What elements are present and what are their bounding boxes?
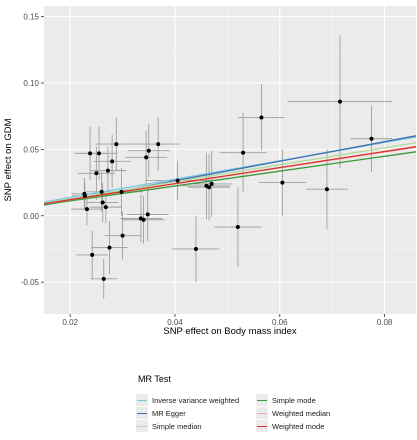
fit-line	[43, 142, 417, 204]
legend-item: Inverse variance weighted	[136, 394, 239, 406]
data-point	[369, 136, 374, 141]
legend-swatch	[137, 425, 147, 427]
legend-label: Weighted median	[272, 408, 331, 418]
legend-item: Simple median	[136, 420, 202, 432]
data-point	[146, 148, 151, 153]
legend-key	[256, 394, 268, 406]
scatter-plot: 0.02 0.04 0.06 0.08 -0.05 0.00 0.05 0.10 0.15 S…	[3, 6, 417, 337]
data-point	[235, 225, 240, 230]
legend-label: Inverse variance weighted	[152, 395, 240, 405]
legend: MR Test Inverse variance weighted MR Egge…	[136, 374, 386, 434]
x-tick-label: 0.06	[272, 318, 288, 327]
legend-swatch	[137, 399, 147, 401]
data-point	[144, 155, 149, 160]
data-point	[110, 159, 115, 164]
major-grid	[44, 6, 416, 314]
data-point	[145, 212, 150, 217]
legend-label: MR Egger	[152, 408, 186, 418]
legend-key	[136, 420, 148, 432]
data-point	[99, 189, 104, 194]
data-point	[193, 246, 198, 251]
data-point	[107, 245, 112, 250]
legend-swatch	[137, 412, 147, 414]
y-axis-title: SNP effect on GDM	[3, 118, 14, 201]
data-point	[114, 142, 119, 147]
x-tick-label: 0.08	[377, 318, 393, 327]
legend-item: Simple mode	[256, 394, 316, 406]
data-point	[141, 217, 146, 222]
regression-lines	[43, 135, 417, 206]
data-point	[119, 189, 124, 194]
legend-key	[136, 407, 148, 419]
data-point	[100, 200, 105, 205]
data-point	[82, 193, 87, 198]
x-axis-ticks: 0.02 0.04 0.06 0.08	[62, 314, 393, 327]
legend-item: Weighted mode	[256, 420, 324, 432]
legend-key	[256, 420, 268, 432]
data-point	[97, 151, 102, 156]
legend-item: Weighted median	[256, 407, 330, 419]
data-points	[82, 99, 374, 281]
y-tick-label: 0.10	[23, 79, 39, 88]
data-point	[259, 115, 264, 120]
data-point	[324, 187, 329, 192]
y-tick-label: 0.15	[23, 13, 39, 22]
legend-label: Weighted mode	[272, 421, 325, 431]
data-point	[105, 168, 110, 173]
data-point	[88, 151, 93, 156]
data-point	[338, 99, 343, 104]
legend-key	[256, 407, 268, 419]
x-tick-label: 0.02	[62, 318, 78, 327]
legend-title: MR Test	[138, 374, 171, 384]
legend-item: MR Egger	[136, 407, 186, 419]
data-point	[209, 181, 214, 186]
y-axis-ticks: -0.05 0.00 0.05 0.10 0.15	[21, 13, 44, 287]
data-point	[101, 276, 106, 281]
data-point	[84, 207, 89, 212]
fit-line	[43, 151, 417, 206]
y-tick-label: 0.05	[23, 145, 39, 154]
legend-swatch	[257, 399, 267, 401]
y-tick-label: 0.00	[23, 212, 39, 221]
x-axis-title: SNP effect on Body mass index	[163, 326, 297, 337]
data-point	[90, 252, 95, 257]
y-tick-label: -0.05	[21, 278, 40, 287]
data-point	[94, 171, 99, 176]
legend-swatch	[257, 412, 267, 414]
legend-label: Simple median	[152, 421, 202, 431]
data-point	[156, 142, 161, 147]
fit-line	[43, 146, 417, 205]
data-point	[241, 150, 246, 155]
data-point	[175, 178, 180, 183]
data-point	[207, 185, 212, 190]
x-tick-label: 0.04	[167, 318, 183, 327]
legend-swatch	[257, 425, 267, 427]
legend-label: Simple mode	[272, 395, 316, 405]
data-point	[120, 233, 125, 238]
legend-key	[136, 394, 148, 406]
data-point	[103, 205, 108, 210]
data-point	[280, 180, 285, 185]
